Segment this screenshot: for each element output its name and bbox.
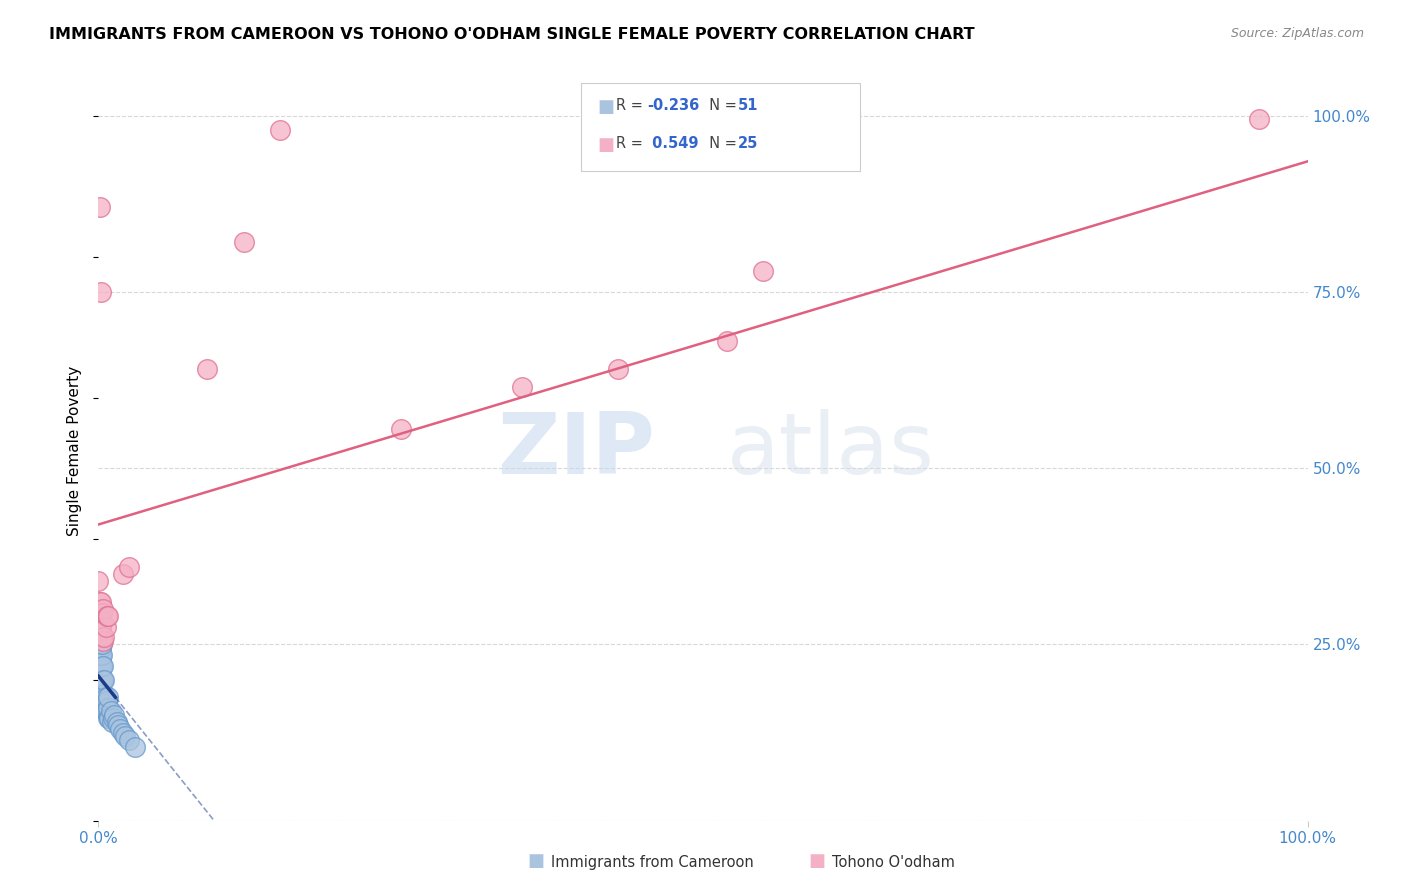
Point xyxy=(100,714,122,729)
Point xyxy=(91,630,114,644)
Text: ZIP: ZIP xyxy=(496,409,655,492)
Point xyxy=(91,606,114,620)
Point xyxy=(103,707,125,722)
Point xyxy=(89,658,111,673)
Point xyxy=(90,616,112,631)
Point xyxy=(89,673,111,687)
Point xyxy=(90,648,112,662)
Text: Immigrants from Cameroon: Immigrants from Cameroon xyxy=(551,855,754,870)
Point xyxy=(93,687,115,701)
Text: ■: ■ xyxy=(808,852,825,870)
Point xyxy=(91,637,114,651)
Point xyxy=(90,285,112,299)
Point xyxy=(114,729,136,743)
Text: ■: ■ xyxy=(598,136,614,154)
Point xyxy=(96,694,118,708)
Point xyxy=(91,602,114,616)
Point xyxy=(96,704,118,718)
Text: -0.236: -0.236 xyxy=(647,98,699,113)
Point xyxy=(87,574,110,588)
Text: R =: R = xyxy=(616,136,647,152)
Point xyxy=(1249,112,1271,126)
Point xyxy=(389,422,412,436)
Point xyxy=(89,644,111,658)
Point xyxy=(90,694,112,708)
Point xyxy=(89,200,111,214)
Point xyxy=(93,673,115,687)
Point xyxy=(91,701,114,715)
Point xyxy=(111,725,134,739)
Text: 51: 51 xyxy=(738,98,759,113)
Point xyxy=(94,620,117,634)
Point xyxy=(91,648,114,662)
Point xyxy=(98,711,121,725)
Point xyxy=(89,595,111,609)
Point xyxy=(87,694,110,708)
Point xyxy=(91,673,114,687)
Point xyxy=(91,658,114,673)
Point xyxy=(107,718,129,732)
Point xyxy=(90,637,112,651)
Point xyxy=(90,595,112,609)
Point xyxy=(97,711,120,725)
Point xyxy=(91,658,114,673)
Point xyxy=(124,739,146,754)
Point xyxy=(91,687,114,701)
Point xyxy=(118,559,141,574)
Point xyxy=(90,673,112,687)
Point xyxy=(269,122,291,136)
Point xyxy=(89,616,111,631)
Point xyxy=(90,655,112,669)
Text: ■: ■ xyxy=(527,852,544,870)
Point xyxy=(90,624,112,638)
Point xyxy=(752,263,775,277)
Point xyxy=(101,711,124,725)
Point xyxy=(90,630,112,644)
Y-axis label: Single Female Poverty: Single Female Poverty xyxy=(67,366,83,535)
Point xyxy=(94,690,117,705)
Point xyxy=(96,609,118,624)
Text: Tohono O'odham: Tohono O'odham xyxy=(832,855,955,870)
Text: Source: ZipAtlas.com: Source: ZipAtlas.com xyxy=(1230,27,1364,40)
Point xyxy=(91,616,114,631)
Text: ■: ■ xyxy=(598,98,614,116)
Text: IMMIGRANTS FROM CAMEROON VS TOHONO O'ODHAM SINGLE FEMALE POVERTY CORRELATION CHA: IMMIGRANTS FROM CAMEROON VS TOHONO O'ODH… xyxy=(49,27,974,42)
Point xyxy=(93,701,115,715)
Point xyxy=(97,701,120,715)
Point xyxy=(232,235,254,250)
Point xyxy=(195,362,218,376)
Point xyxy=(90,640,112,655)
Point xyxy=(89,609,111,624)
Point xyxy=(89,609,111,624)
Point xyxy=(94,704,117,718)
Text: atlas: atlas xyxy=(727,409,935,492)
Point xyxy=(91,633,114,648)
Text: N =: N = xyxy=(700,136,742,152)
Point xyxy=(89,640,111,655)
Point xyxy=(89,602,111,616)
Point xyxy=(97,609,120,624)
Text: 25: 25 xyxy=(738,136,758,152)
Point xyxy=(105,714,128,729)
Point xyxy=(100,704,122,718)
Point xyxy=(108,722,131,736)
Text: 0.549: 0.549 xyxy=(647,136,699,152)
Point xyxy=(510,380,533,394)
Point xyxy=(89,624,111,638)
Point xyxy=(90,662,112,676)
Point xyxy=(97,690,120,705)
Point xyxy=(111,566,134,581)
Point xyxy=(91,690,114,705)
Point xyxy=(90,624,112,638)
Point xyxy=(607,362,630,376)
Point xyxy=(89,630,111,644)
Text: R =: R = xyxy=(616,98,647,113)
Point xyxy=(716,334,738,348)
Point xyxy=(93,630,115,644)
Point xyxy=(91,673,114,687)
Point xyxy=(118,732,141,747)
Point xyxy=(91,698,114,712)
Point xyxy=(89,637,111,651)
Text: N =: N = xyxy=(700,98,742,113)
